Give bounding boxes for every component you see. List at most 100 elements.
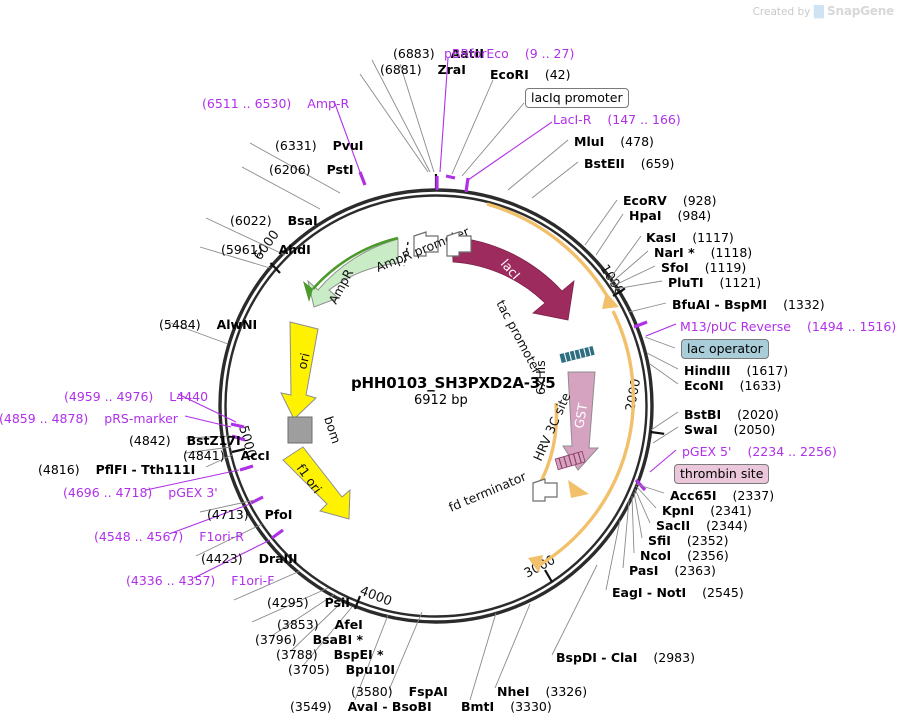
site-label-name: PvuI: [332, 138, 364, 153]
site-label-sfoI[interactable]: SfoI (1119): [661, 259, 746, 276]
site-label-sfiI[interactable]: SfiI (2352): [648, 532, 729, 549]
site-label-ncoI[interactable]: NcoI (2356): [640, 547, 729, 564]
site-label-position: (42): [544, 67, 571, 82]
site-label-pvuI[interactable]: (6331) PvuI: [275, 137, 363, 154]
site-label-hindIII[interactable]: HindIII (1617): [684, 362, 788, 379]
site-label-aatII[interactable]: (6883) AatII: [393, 45, 484, 62]
site-label-alwNI[interactable]: (5484) AlwNI: [159, 316, 257, 333]
site-label-ampR-feat[interactable]: (6511 .. 6530) Amp-R: [202, 95, 349, 112]
site-label-name: HpaI: [629, 208, 662, 223]
site-label-name: SfiI: [648, 533, 671, 548]
site-label-pBRforEco[interactable]: pBRforEco (9 .. 27): [444, 45, 574, 62]
site-label-pflFI-tth111I[interactable]: (4816) PflFI - Tth111I: [38, 461, 195, 478]
plasmid-size: 6912 bp: [414, 393, 468, 408]
site-label-name: AccI: [240, 448, 270, 463]
site-label-position: (3326): [545, 684, 588, 699]
site-label-kasI[interactable]: KasI (1117): [646, 229, 734, 246]
site-label-acc65I[interactable]: Acc65I (2337): [670, 487, 774, 504]
site-label-afeI[interactable]: (3853) AfeI: [277, 616, 363, 633]
site-label-bsaBI[interactable]: (3796) BsaBI *: [255, 631, 363, 648]
site-label-position: (2020): [737, 407, 779, 422]
site-label-bsaI[interactable]: (6022) BsaI: [230, 212, 318, 229]
lacI-arrow: lacI: [451, 236, 575, 321]
site-label-position: (2337): [732, 488, 775, 503]
site-label-pasI[interactable]: PasI (2363): [629, 562, 716, 579]
site-label-ecoNI[interactable]: EcoNI (1633): [684, 377, 781, 394]
site-label-mluI[interactable]: MluI (478): [574, 133, 654, 150]
site-label-position: (4816): [38, 462, 80, 477]
leader-lines-bottom: [233, 570, 531, 701]
site-label-position: (2344): [706, 518, 748, 533]
site-label-lacI-R[interactable]: LacI-R (147 .. 166): [553, 111, 681, 128]
site-label-zraI[interactable]: (6881) ZraI: [380, 61, 466, 78]
site-label-bspDI-claI[interactable]: BspDI - ClaI (2983): [556, 649, 695, 666]
site-label-ahdI[interactable]: (5961) AhdI: [221, 241, 311, 258]
site-label-position: (4713): [207, 507, 249, 522]
site-label-kpnI[interactable]: KpnI (2341): [662, 502, 752, 519]
site-label-pfoI[interactable]: (4713) PfoI: [207, 506, 292, 523]
site-label-avaI-bsoBI[interactable]: (3549) AvaI - BsoBI: [290, 698, 432, 715]
site-label-position: (2234 .. 2256): [747, 444, 837, 459]
site-label-bmtI[interactable]: BmtI (3330): [461, 698, 552, 715]
site-label-pGEX5[interactable]: pGEX 5' (2234 .. 2256): [682, 443, 837, 460]
site-label-position: (1633): [739, 378, 782, 393]
site-label-m13pUC-rev[interactable]: M13/pUC Reverse (1494 .. 1516): [680, 318, 896, 335]
site-label-position: (1121): [719, 275, 762, 290]
site-label-f1ori-F[interactable]: (4336 .. 4357) F1ori-F: [126, 572, 274, 589]
badge-lacIq-promoter[interactable]: lacIq promoter: [525, 88, 629, 108]
site-label-nheI[interactable]: NheI (3326): [497, 683, 587, 700]
site-label-bstEII[interactable]: BstEII (659): [584, 155, 674, 172]
site-label-position: (1119): [704, 260, 747, 275]
site-label-name: F1ori-R: [199, 529, 244, 544]
orf-arrowheads: [528, 292, 619, 573]
site-label-name: KasI: [646, 230, 677, 245]
site-label-bstBI[interactable]: BstBI (2020): [684, 406, 779, 423]
site-label-position: (4842): [129, 433, 171, 448]
site-label-bpu10I[interactable]: (3705) Bpu10I: [288, 661, 395, 678]
badge-lac-operator[interactable]: lac operator: [681, 339, 769, 359]
site-label-L4440[interactable]: (4959 .. 4976) L4440: [64, 388, 208, 405]
site-label-position: (9 .. 27): [524, 46, 575, 61]
site-label-position: (3549): [290, 699, 332, 714]
site-label-bstZ17I[interactable]: (4842) BstZ17I: [129, 432, 241, 449]
site-label-position: (984): [677, 208, 712, 223]
plasmid-name: pHH0103_SH3PXD2A-3/5: [351, 374, 556, 392]
site-label-draIII[interactable]: (4423) DraIII: [201, 550, 298, 567]
site-label-name: PstI: [326, 162, 354, 177]
site-label-position: (659): [640, 156, 675, 171]
site-label-name: EcoRV: [623, 193, 667, 208]
site-label-bspEI[interactable]: (3788) BspEI *: [276, 646, 384, 663]
site-label-narI[interactable]: NarI * (1118): [654, 244, 752, 261]
site-label-name: AlwNI: [216, 317, 258, 332]
site-label-bfuAI-bspMI[interactable]: BfuAI - BspMI (1332): [672, 296, 825, 313]
f1-ori-arrow: f1 ori: [282, 446, 351, 520]
badge-thrombin-site[interactable]: thrombin site: [674, 464, 770, 484]
site-label-fspAI[interactable]: (3580) FspAI: [351, 683, 448, 700]
site-label-pluTI[interactable]: PluTI (1121): [668, 274, 761, 291]
site-label-name: EcoNI: [684, 378, 724, 393]
site-label-name: L4440: [169, 389, 209, 404]
site-label-name: DraIII: [258, 551, 298, 566]
site-label-accI[interactable]: (4841) AccI: [183, 447, 270, 464]
site-label-name: EagI - NotI: [612, 585, 687, 600]
site-label-f1ori-R[interactable]: (4548 .. 4567) F1ori-R: [94, 528, 244, 545]
site-label-swaI[interactable]: SwaI (2050): [684, 421, 775, 438]
site-label-name: pGEX 3': [168, 485, 218, 500]
site-label-hpaI[interactable]: HpaI (984): [629, 207, 711, 224]
site-label-psiI[interactable]: (4295) PsiI: [267, 594, 350, 611]
site-label-pRS-marker[interactable]: (4859 .. 4878) pRS-marker: [0, 410, 178, 427]
site-label-position: (4295): [267, 595, 309, 610]
site-label-name: FspAI: [408, 684, 448, 699]
site-label-name: PfoI: [264, 507, 293, 522]
site-label-eagI-notI[interactable]: EagI - NotI (2545): [612, 584, 744, 601]
site-label-name: BspDI - ClaI: [556, 650, 638, 665]
site-label-pGEX3[interactable]: (4696 .. 4718) pGEX 3': [63, 484, 218, 501]
site-label-sacII[interactable]: SacII (2344): [656, 517, 748, 534]
site-label-name: LacI-R: [553, 112, 592, 127]
site-label-pstI[interactable]: (6206) PstI: [269, 161, 354, 178]
site-label-name: BfuAI - BspMI: [672, 297, 768, 312]
site-label-name: BsaBI *: [312, 632, 364, 647]
site-label-ecoRV[interactable]: EcoRV (928): [623, 192, 716, 209]
site-label-ecoRI[interactable]: EcoRI (42): [490, 66, 570, 83]
leader-lines-upper-right: [584, 199, 679, 473]
